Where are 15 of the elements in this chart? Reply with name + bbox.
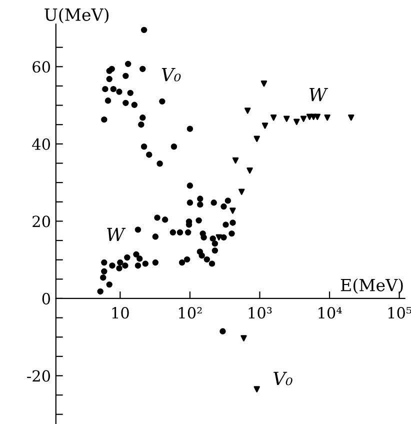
x-tick-label: 10⁴ — [318, 307, 342, 319]
annotation: V₀ — [162, 68, 181, 82]
annotation: W — [107, 228, 126, 242]
y-tick-label: 40 — [32, 138, 50, 150]
x-tick-label: 10³ — [248, 307, 272, 319]
y-axis-title: U(MeV) — [44, 8, 109, 24]
y-tick-label: -20 — [27, 370, 50, 382]
y-tick-label: 60 — [32, 61, 50, 73]
annotation: W — [310, 88, 328, 102]
y-tick-label: 0 — [42, 292, 50, 304]
x-axis-title: E(MeV) — [340, 278, 403, 294]
y-tick-label: 20 — [32, 216, 50, 228]
annotation: V₀ — [273, 372, 292, 386]
x-tick-label: 10² — [179, 307, 202, 319]
x-tick-label: 10 — [112, 307, 129, 319]
